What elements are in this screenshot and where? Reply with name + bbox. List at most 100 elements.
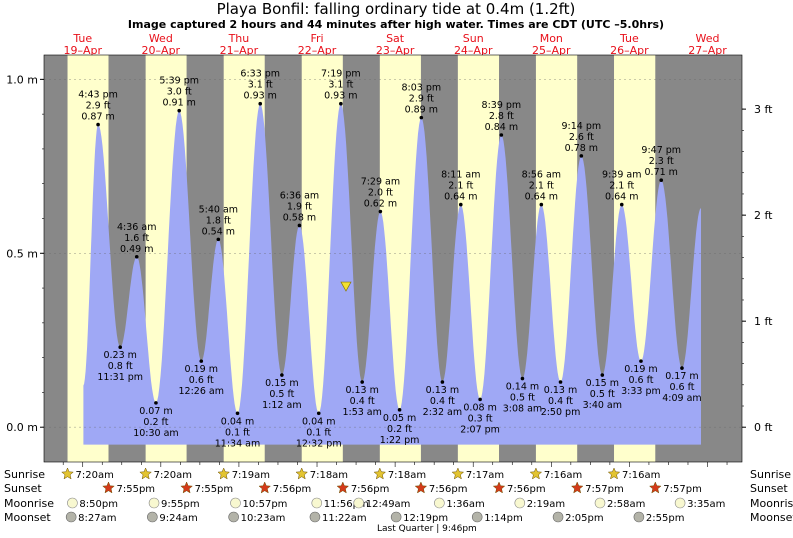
extreme-time: 11:34 am bbox=[215, 438, 260, 449]
moonrise-icon bbox=[594, 497, 606, 509]
extreme-meters: 0.19 m bbox=[185, 364, 218, 375]
day-label-date: 25–Apr bbox=[532, 44, 571, 57]
extreme-point bbox=[397, 408, 402, 412]
right-axis-tick-label: 0 ft bbox=[754, 421, 773, 434]
moonrise-icon bbox=[230, 497, 241, 509]
moonset-icon bbox=[390, 511, 402, 523]
sunset-icon bbox=[570, 481, 584, 494]
extreme-point bbox=[478, 397, 482, 402]
high-tide-label: 9:47 pm2.3 ft0.71 m bbox=[641, 145, 681, 183]
sunrise-time: 7:18am bbox=[388, 470, 426, 481]
extreme-point bbox=[558, 380, 563, 384]
extreme-meters: 0.78 m bbox=[565, 143, 598, 154]
extreme-meters: 0.64 m bbox=[605, 192, 638, 203]
extreme-point bbox=[378, 209, 383, 214]
extreme-time: 4:43 pm bbox=[78, 90, 118, 101]
extreme-point bbox=[499, 133, 504, 137]
sunset-time: 7:57pm bbox=[585, 484, 624, 495]
sunrise-icon bbox=[373, 467, 387, 480]
extreme-feet: 0.2 ft bbox=[387, 424, 412, 435]
extreme-point bbox=[96, 122, 100, 127]
extreme-feet: 0.6 ft bbox=[669, 382, 694, 393]
extreme-meters: 0.13 m bbox=[345, 385, 378, 396]
high-tide-label: 5:39 pm3.0 ft0.91 m bbox=[159, 76, 199, 113]
extreme-meters: 0.93 m bbox=[324, 91, 357, 102]
extreme-time: 2:07 pm bbox=[460, 424, 500, 435]
high-tide-label: 5:40 am1.8 ft0.54 m bbox=[199, 204, 238, 242]
row-label-left-moonset: Moonset bbox=[4, 511, 51, 524]
extreme-feet: 2.9 ft bbox=[409, 94, 434, 105]
extreme-meters: 0.07 m bbox=[139, 406, 172, 417]
moonset-time: 12:19pm bbox=[403, 513, 448, 524]
extreme-time: 8:39 pm bbox=[482, 100, 522, 111]
moonset-icon bbox=[228, 511, 239, 523]
sunrise-time: 7:20am bbox=[154, 470, 192, 481]
extreme-feet: 0.6 ft bbox=[189, 375, 214, 386]
extreme-feet: 0.4 ft bbox=[350, 396, 375, 407]
extreme-feet: 3.0 ft bbox=[167, 87, 192, 98]
day-label-dow: Sun bbox=[463, 32, 484, 45]
sunset-time: 7:56pm bbox=[429, 484, 468, 495]
extreme-feet: 0.4 ft bbox=[548, 396, 573, 407]
low-tide-label: 0.14 m0.5 ft3:08 am bbox=[503, 376, 542, 415]
extreme-time: 6:36 am bbox=[280, 190, 319, 201]
left-axis-tick-label: 1.0 m bbox=[6, 73, 38, 86]
high-tide-label: 6:33 pm3.1 ft0.93 m bbox=[240, 69, 280, 106]
extreme-point bbox=[539, 202, 544, 207]
extreme-feet: 2.1 ft bbox=[529, 181, 554, 192]
day-label-date: 21–Apr bbox=[220, 44, 259, 57]
moonrise-time: 12:49am bbox=[366, 499, 411, 510]
chart-title: Playa Bonfil: falling ordinary tide at 0… bbox=[217, 0, 576, 18]
extreme-feet: 2.0 ft bbox=[368, 188, 393, 199]
plot-frame bbox=[43, 54, 743, 463]
sunset-icon bbox=[492, 481, 506, 494]
sunrise-icon bbox=[61, 467, 74, 480]
moonrise-icon bbox=[353, 497, 365, 509]
extreme-point bbox=[258, 101, 263, 106]
extreme-feet: 0.8 ft bbox=[108, 361, 133, 372]
high-tide-label: 8:03 pm2.9 ft0.89 m bbox=[401, 83, 441, 120]
extreme-feet: 3.1 ft bbox=[328, 80, 353, 91]
sunset-icon bbox=[180, 481, 193, 494]
moonrise-time: 8:50pm bbox=[79, 499, 118, 510]
extreme-meters: 0.05 m bbox=[383, 413, 416, 424]
right-axis-tick-label: 3 ft bbox=[754, 103, 773, 116]
row-label-left-sunset: Sunset bbox=[4, 482, 42, 495]
extreme-meters: 0.87 m bbox=[81, 112, 114, 123]
moonset-time: 2:55pm bbox=[646, 513, 685, 524]
day-label-dow: Fri bbox=[310, 32, 323, 45]
high-tide-label: 9:14 pm2.6 ft0.78 m bbox=[562, 121, 601, 158]
extreme-meters: 0.08 m bbox=[463, 402, 496, 413]
low-tide-label: 0.13 m0.4 ft2:32 am bbox=[423, 380, 462, 418]
sunrise-time: 7:16am bbox=[544, 470, 582, 481]
extreme-time: 3:40 am bbox=[583, 400, 622, 411]
extreme-time: 12:26 am bbox=[179, 386, 224, 397]
day-label-dow: Thu bbox=[228, 32, 250, 45]
extreme-meters: 0.84 m bbox=[485, 122, 518, 133]
moonrise-time: 9:55pm bbox=[161, 499, 200, 510]
sunrise-icon bbox=[529, 467, 543, 480]
extreme-point bbox=[280, 373, 284, 377]
moon-phase-label: Last Quarter | 9:46pm bbox=[377, 524, 477, 534]
row-label-right-moonrise: Moonrise bbox=[750, 497, 793, 510]
moonset-icon bbox=[633, 511, 645, 523]
extreme-meters: 0.62 m bbox=[364, 199, 397, 210]
extreme-time: 4:36 am bbox=[117, 222, 156, 233]
extreme-feet: 0.5 ft bbox=[269, 389, 294, 400]
extreme-feet: 0.1 ft bbox=[225, 427, 250, 438]
extreme-meters: 0.58 m bbox=[283, 212, 316, 223]
high-tide-label: 9:39 am2.1 ft0.64 m bbox=[602, 170, 641, 207]
tide-area bbox=[83, 103, 701, 445]
low-tide-label: 0.08 m0.3 ft2:07 pm bbox=[460, 397, 500, 435]
gridlines bbox=[44, 79, 742, 428]
extreme-meters: 0.04 m bbox=[221, 416, 254, 427]
extreme-point bbox=[134, 254, 139, 259]
